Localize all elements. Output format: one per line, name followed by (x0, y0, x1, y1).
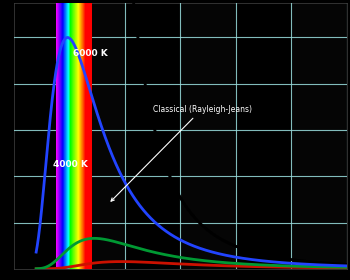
Bar (125, 3, 180, 269)
Bar (236, 3, 291, 269)
Bar (14, 38, 346, 84)
Bar (291, 3, 346, 269)
Bar (14, 176, 346, 223)
Bar (180, 3, 236, 269)
Text: Classical (Rayleigh-Jeans): Classical (Rayleigh-Jeans) (111, 104, 252, 201)
Bar (14, 223, 346, 269)
Bar (14, 3, 69, 269)
Bar (69, 3, 125, 269)
Bar (14, 130, 346, 176)
Bar (14, 3, 346, 38)
Bar (14, 84, 346, 130)
Text: 6000 K: 6000 K (73, 49, 107, 58)
Text: 4000 K: 4000 K (53, 160, 88, 169)
